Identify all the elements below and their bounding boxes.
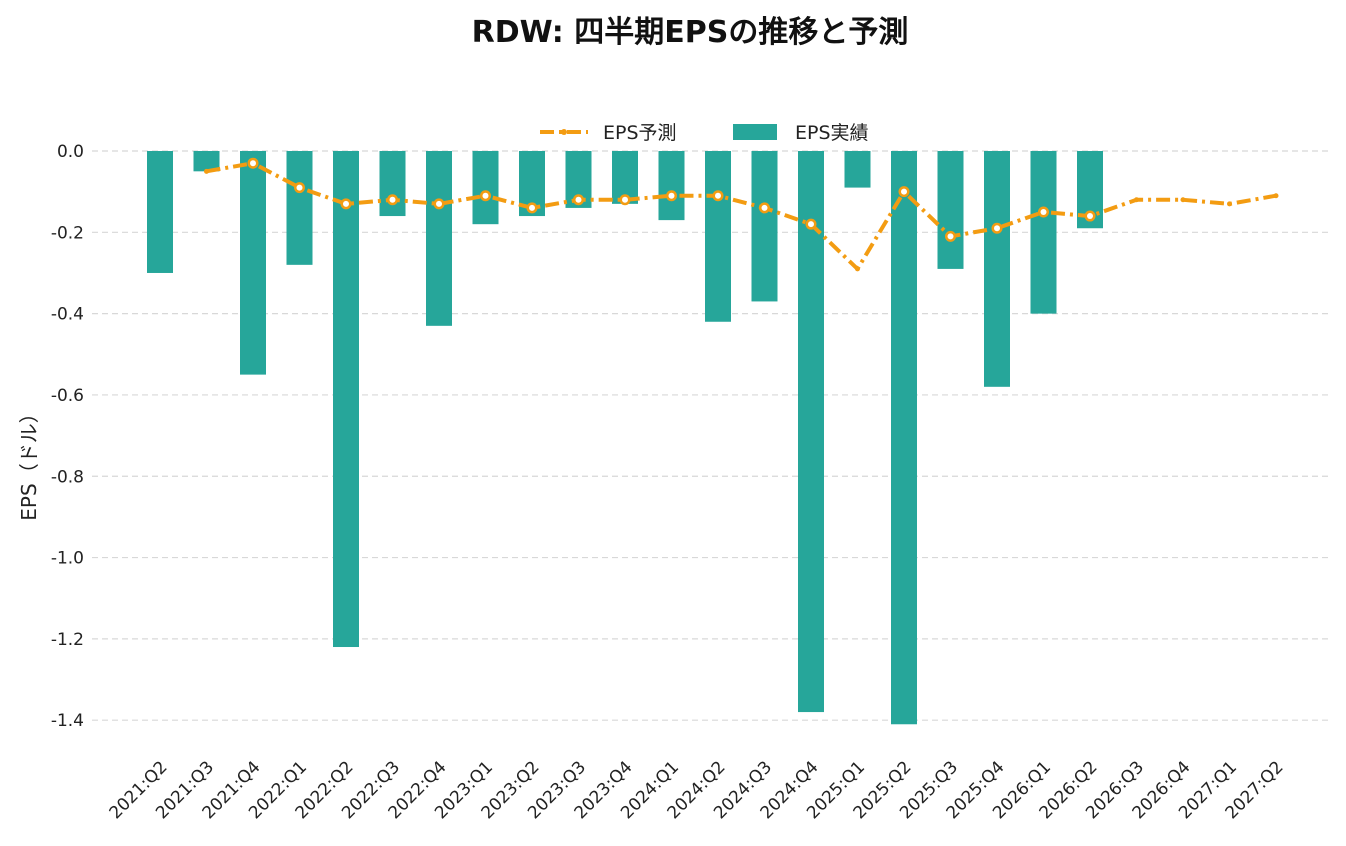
eps-forecast-point-center	[389, 196, 396, 203]
legend-forecast-marker	[561, 129, 567, 135]
eps-actual-bar	[147, 151, 173, 273]
eps-forecast-line	[204, 157, 1279, 272]
legend-actual-swatch	[733, 124, 777, 140]
y-tick-label: -0.6	[51, 386, 84, 406]
eps-actual-bar	[891, 151, 917, 725]
eps-actual-bar	[333, 151, 359, 648]
eps-forecast-point	[855, 266, 860, 272]
eps-actual-bars	[147, 151, 1103, 725]
eps-actual-bar	[751, 151, 778, 302]
eps-forecast-point-center	[436, 200, 442, 207]
eps-forecast-point-center	[482, 192, 489, 199]
eps-forecast-point-center	[947, 233, 954, 240]
y-axis-label: EPS（ドル）	[17, 403, 41, 520]
eps-actual-bar	[844, 151, 871, 188]
y-tick-label: -1.0	[51, 549, 84, 569]
y-axis: 0.0 -0.2 -0.4 -0.6 -0.8 -1.0 -1.2 -1.4	[51, 142, 84, 731]
eps-actual-bar	[472, 151, 499, 225]
eps-forecast-point-center	[296, 184, 303, 191]
y-tick-label: -0.2	[51, 223, 84, 243]
y-tick-label: 0.0	[57, 142, 84, 162]
eps-actual-bar	[937, 151, 964, 269]
eps-forecast-point-center	[668, 192, 675, 199]
eps-actual-bar	[426, 151, 452, 326]
legend: EPS予測 EPS実績	[540, 122, 869, 144]
eps-forecast-point-center	[715, 192, 721, 199]
eps-forecast-point-center	[622, 196, 628, 203]
legend-actual-label: EPS実績	[795, 122, 869, 144]
eps-forecast-point-center	[529, 204, 535, 211]
eps-forecast-point-center	[761, 204, 768, 211]
eps-forecast-point	[204, 168, 209, 174]
eps-forecast-point-center	[250, 160, 256, 167]
eps-forecast-polyline	[206, 161, 1277, 271]
eps-actual-bar	[658, 151, 685, 221]
eps-forecast-point-center	[901, 188, 907, 195]
y-tick-label: -0.4	[51, 305, 84, 325]
eps-forecast-point-center	[575, 196, 582, 203]
legend-forecast-label: EPS予測	[603, 122, 677, 144]
eps-forecast-point-center	[1087, 213, 1093, 220]
eps-actual-bar	[240, 151, 266, 375]
eps-forecast-point-center	[343, 200, 349, 207]
eps-actual-bar	[798, 151, 824, 713]
eps-forecast-point-center	[808, 221, 814, 228]
eps-actual-bar	[705, 151, 731, 322]
x-axis: 2021:Q22021:Q32021:Q42022:Q12022:Q22022:…	[106, 757, 1288, 823]
y-tick-label: -0.8	[51, 467, 84, 487]
eps-forecast-point	[1134, 197, 1139, 203]
eps-forecast-point	[1273, 193, 1279, 199]
eps-forecast-point-center	[1040, 208, 1047, 215]
eps-actual-bar	[193, 151, 220, 172]
eps-forecast-point-center	[994, 225, 1000, 232]
eps-forecast-point	[1227, 201, 1232, 207]
y-tick-label: -1.2	[51, 630, 84, 650]
eps-actual-bar	[286, 151, 313, 265]
eps-actual-bar	[1030, 151, 1057, 314]
eps-actual-bar	[984, 151, 1010, 387]
y-tick-label: -1.4	[51, 711, 84, 731]
chart-title: RDW: 四半期EPSの推移と予測	[472, 15, 909, 50]
grid	[92, 150, 1330, 721]
eps-actual-bar	[379, 151, 406, 217]
eps-forecast-point	[1180, 197, 1186, 203]
